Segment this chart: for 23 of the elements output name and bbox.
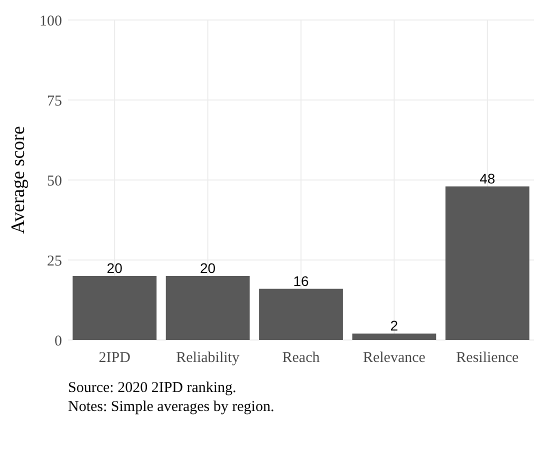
data-label: 20 (200, 260, 216, 276)
x-tick-label: Relevance (362, 350, 426, 366)
y-tick-label: 75 (47, 93, 62, 110)
y-tick-label: 0 (54, 333, 62, 350)
bar (259, 288, 343, 340)
data-label: 16 (293, 272, 309, 289)
bar (166, 276, 250, 340)
y-tick-label: 100 (40, 13, 62, 30)
x-tick-label: 2IPD (98, 350, 131, 366)
data-label: 2 (390, 318, 398, 334)
data-label: 20 (106, 260, 123, 276)
bar (72, 276, 157, 340)
source-note: Source: 2020 2IPD ranking. (68, 380, 236, 396)
bar (445, 186, 530, 340)
x-tick-label: Resilience (456, 350, 519, 366)
y-axis-title: Average score (8, 126, 29, 234)
data-label: 48 (480, 170, 496, 186)
text: Notes: Simple averages by region. (68, 399, 274, 415)
x-tick-label: Reliability (176, 350, 240, 366)
x-tick-label: Reach (282, 350, 320, 366)
bar (352, 334, 436, 340)
y-tick-label: 50 (47, 173, 62, 190)
y-tick-label: 25 (47, 253, 62, 270)
